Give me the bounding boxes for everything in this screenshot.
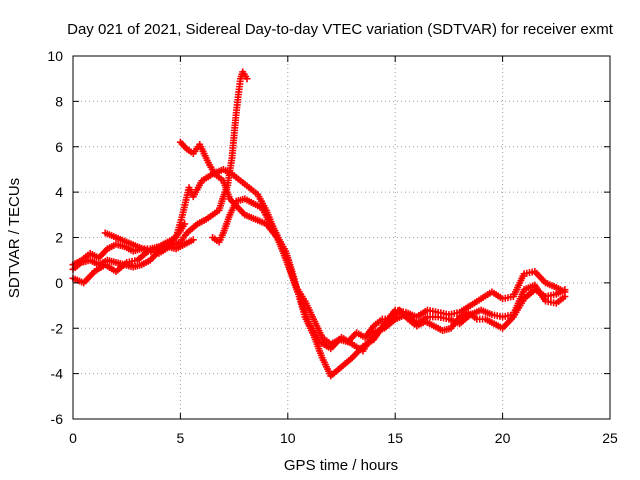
series-5 — [69, 236, 197, 273]
chart-title: Day 021 of 2021, Sidereal Day-to-day VTE… — [67, 21, 614, 38]
y-tick-label: 0 — [55, 275, 63, 291]
x-tick-labels: 0 5 10 15 20 25 — [69, 430, 618, 446]
y-tick-labels: -6 -4 -2 0 2 4 6 8 10 — [47, 48, 63, 427]
series-6 — [101, 220, 189, 255]
data-point — [189, 236, 197, 244]
data-point — [561, 292, 569, 300]
grid — [73, 56, 610, 419]
data-point — [181, 220, 189, 228]
y-tick-label: 6 — [55, 139, 63, 155]
y-axis-title: SDTVAR / TECUs — [6, 178, 23, 298]
x-tick-label: 0 — [69, 430, 77, 446]
tick-marks — [72, 55, 611, 420]
x-tick-label: 25 — [602, 430, 618, 446]
y-tick-label: -6 — [51, 411, 64, 427]
data-points — [69, 68, 569, 380]
y-tick-label: -2 — [51, 320, 64, 336]
series-4 — [209, 195, 569, 348]
x-tick-label: 5 — [177, 430, 185, 446]
x-tick-label: 10 — [280, 430, 296, 446]
y-tick-label: 10 — [47, 48, 63, 64]
x-tick-label: 15 — [387, 430, 403, 446]
y-tick-label: 2 — [55, 230, 63, 246]
x-tick-label: 20 — [495, 430, 511, 446]
x-axis-title: GPS time / hours — [284, 457, 398, 474]
data-point — [561, 286, 569, 294]
series-1 — [69, 165, 569, 380]
y-tick-label: 8 — [55, 93, 63, 109]
data-point — [243, 75, 251, 83]
y-tick-label: 4 — [55, 184, 63, 200]
y-tick-label: -4 — [51, 366, 64, 382]
